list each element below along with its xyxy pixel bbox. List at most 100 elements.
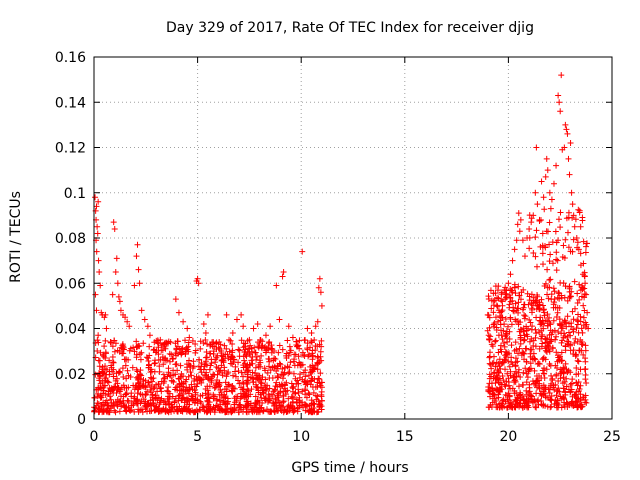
data-point xyxy=(497,365,504,372)
data-point xyxy=(543,228,550,235)
data-point xyxy=(545,343,552,350)
data-point xyxy=(277,406,284,413)
data-point xyxy=(229,341,236,348)
data-point xyxy=(264,369,271,376)
x-tick-label: 15 xyxy=(396,429,414,445)
data-point xyxy=(304,340,311,347)
data-point xyxy=(132,384,139,391)
data-point xyxy=(261,382,268,389)
data-point xyxy=(266,358,273,365)
data-point xyxy=(140,340,147,347)
data-point xyxy=(539,331,546,338)
data-point xyxy=(496,384,503,391)
data-point xyxy=(501,343,508,350)
data-point xyxy=(296,337,303,344)
y-tick-label: 0.08 xyxy=(55,231,86,247)
x-axis-label: GPS time / hours xyxy=(291,460,408,476)
data-point xyxy=(514,305,521,312)
data-point xyxy=(249,375,256,382)
data-point xyxy=(298,362,305,369)
data-point xyxy=(546,276,553,283)
data-point xyxy=(315,354,322,361)
data-point xyxy=(100,369,107,376)
data-point xyxy=(562,283,569,290)
data-point xyxy=(310,366,317,373)
data-point xyxy=(229,330,236,337)
data-point xyxy=(527,346,534,353)
data-point xyxy=(151,339,158,346)
data-point xyxy=(577,250,584,257)
data-point xyxy=(497,400,504,407)
data-point xyxy=(95,332,102,339)
data-point xyxy=(304,403,311,410)
data-point xyxy=(507,271,514,278)
data-point xyxy=(135,386,142,393)
data-point xyxy=(315,284,322,291)
data-point xyxy=(127,374,134,381)
data-point xyxy=(116,368,123,375)
data-point xyxy=(581,366,588,373)
data-point xyxy=(582,249,589,256)
data-point xyxy=(273,379,280,386)
data-point xyxy=(548,196,555,203)
data-point xyxy=(230,359,237,366)
data-point xyxy=(553,400,560,407)
data-point xyxy=(174,350,181,357)
data-point xyxy=(121,356,128,363)
data-point xyxy=(573,388,580,395)
data-point xyxy=(550,180,557,187)
data-point xyxy=(282,382,289,389)
data-point xyxy=(208,356,215,363)
data-point xyxy=(491,320,498,327)
data-point xyxy=(241,349,248,356)
data-point xyxy=(266,375,273,382)
data-point xyxy=(544,266,551,273)
data-point xyxy=(146,382,153,389)
data-point xyxy=(246,336,253,343)
data-point xyxy=(532,234,539,241)
data-point xyxy=(223,311,230,318)
data-point xyxy=(273,282,280,289)
data-point xyxy=(220,357,227,364)
data-point xyxy=(490,323,497,330)
data-point xyxy=(514,221,521,228)
data-point xyxy=(271,386,278,393)
data-point xyxy=(529,302,536,309)
data-point xyxy=(515,321,522,328)
data-point xyxy=(519,237,526,244)
data-point xyxy=(203,349,210,356)
data-point xyxy=(280,371,287,378)
data-point xyxy=(536,216,543,223)
data-point xyxy=(518,326,525,333)
data-point xyxy=(184,366,191,373)
data-point xyxy=(542,394,549,401)
data-point xyxy=(576,296,583,303)
data-point xyxy=(97,394,104,401)
data-point xyxy=(573,325,580,332)
data-point xyxy=(305,372,312,379)
data-point xyxy=(532,326,539,333)
data-point xyxy=(211,372,218,379)
data-point xyxy=(517,296,524,303)
data-point xyxy=(110,373,117,380)
data-point xyxy=(233,397,240,404)
data-point xyxy=(515,369,522,376)
data-point xyxy=(105,379,112,386)
data-point xyxy=(526,316,533,323)
data-point xyxy=(555,289,562,296)
data-point xyxy=(559,337,566,344)
data-point xyxy=(228,387,235,394)
data-point xyxy=(197,366,204,373)
data-point xyxy=(563,323,570,330)
data-point xyxy=(553,314,560,321)
data-point xyxy=(213,397,220,404)
data-point xyxy=(193,383,200,390)
data-point xyxy=(493,385,500,392)
data-point xyxy=(565,155,572,162)
data-point xyxy=(577,223,584,230)
data-point xyxy=(92,194,99,201)
data-point xyxy=(142,377,149,384)
y-tick-label: 0.1 xyxy=(64,186,86,202)
data-point xyxy=(103,325,110,332)
data-point xyxy=(521,336,528,343)
